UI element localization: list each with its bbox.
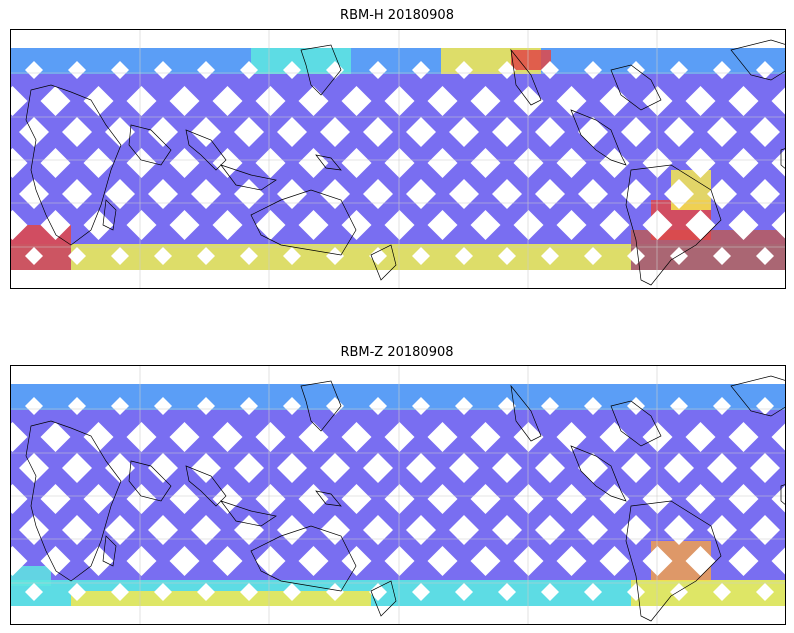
world-map	[11, 30, 785, 288]
map-title: RBM-Z 20180908	[340, 345, 454, 360]
world-map	[11, 366, 785, 624]
swath-gaps	[11, 61, 785, 265]
map-title: RBM-H 20180908	[340, 8, 454, 23]
graticule	[11, 30, 785, 288]
panel-rbm-h: RBM-H 20180908	[0, 0, 794, 300]
value-hotspot	[511, 50, 551, 70]
swath-gaps	[11, 397, 785, 601]
map-frame	[10, 29, 786, 289]
graticule	[11, 366, 785, 624]
panel-rbm-z: RBM-Z 20180908	[0, 336, 794, 633]
coastlines	[25, 375, 785, 622]
value-hotspot	[11, 566, 51, 586]
coastlines	[25, 39, 785, 286]
map-frame	[10, 365, 786, 625]
